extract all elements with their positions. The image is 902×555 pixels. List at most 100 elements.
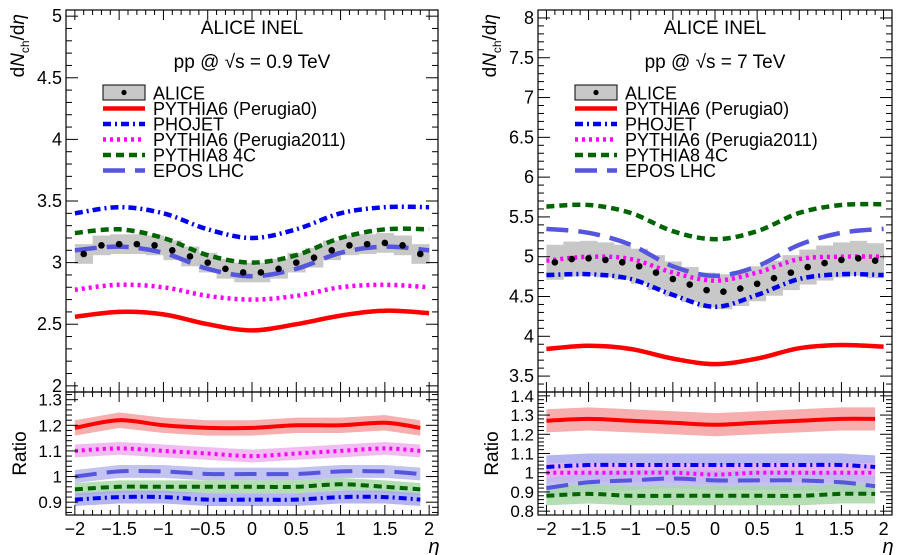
- legend-item: PYTHIA6 (Perugia0): [575, 99, 789, 119]
- alice-data-point: [854, 254, 862, 262]
- alice-data-point: [363, 240, 371, 248]
- header-title: ALICE INEL: [201, 18, 303, 39]
- alice-data-point: [80, 250, 88, 258]
- ratio-band: [74, 412, 421, 436]
- x-axis-label: η: [882, 536, 893, 555]
- ratio-y-tick-label: 0.8: [510, 502, 534, 521]
- x-tick-label: 0.5: [745, 519, 770, 539]
- alice-data-point: [151, 242, 158, 249]
- alice-data-point: [292, 259, 300, 266]
- ratio-curve-pythia6-perugia2011-: [546, 470, 876, 477]
- model-curve-pythia6-perugia2011-: [74, 282, 430, 302]
- y-tick-label: 2: [52, 376, 62, 396]
- x-tick-label: −2: [65, 519, 86, 539]
- ratio-curve-pythia6-perugia0-: [74, 418, 421, 431]
- alice-data-point: [871, 257, 879, 264]
- x-tick-label: −2: [536, 519, 557, 539]
- alice-data-point: [703, 286, 710, 294]
- ratio-curve-phojet: [546, 462, 876, 469]
- x-tick-label: 0.5: [284, 519, 309, 539]
- legend-label: PHOJET: [153, 115, 224, 135]
- y-tick-label: 5: [52, 6, 62, 26]
- model-curve-pythia8-4c: [546, 201, 884, 242]
- x-tick-label: −1: [153, 519, 174, 539]
- y-tick-label: 4: [52, 129, 62, 149]
- alice-data-point: [770, 274, 778, 282]
- x-tick-label: −0.5: [655, 519, 691, 539]
- legend-label: PYTHIA6 (Perugia0): [153, 99, 317, 119]
- legend-label: PYTHIA8 4C: [153, 146, 256, 166]
- x-tick-label: −1.5: [571, 519, 607, 539]
- alice-data-point: [239, 269, 247, 276]
- ratio-curve-epos-lhc: [546, 476, 876, 491]
- legend-item: ALICE: [574, 84, 677, 104]
- alice-data-point: [168, 246, 176, 254]
- legend-label: PYTHIA6 (Perugia2011): [153, 130, 346, 150]
- model-curve-pythia6-perugia2011-: [546, 254, 884, 283]
- legend-label: ALICE: [625, 84, 677, 104]
- alice-data-point: [133, 240, 141, 248]
- y-tick-label: 3.5: [37, 191, 62, 211]
- x-tick-label: −1: [620, 519, 641, 539]
- ratio-curve-pythia8-4c: [546, 491, 876, 498]
- chart-panel-left: −2 −1.5 −1 −0.5 0 0.5 1 1.5 2η22.533.544.550.911…: [8, 6, 440, 555]
- ratio-y-tick-label: 1.2: [510, 425, 534, 444]
- alice-data-point: [381, 239, 389, 247]
- legend-swatch-marker: [121, 89, 127, 96]
- alice-data-point: [602, 256, 609, 264]
- y-tick-label: 6: [524, 167, 534, 187]
- legend-label: PYTHIA8 4C: [625, 146, 728, 166]
- ratio-y-tick-label: 1: [53, 468, 62, 487]
- alice-data-point: [257, 269, 265, 276]
- x-tick-label: −1.5: [101, 519, 137, 539]
- y-axis-label: dNch/dη: [480, 14, 504, 77]
- alice-data-point: [416, 250, 424, 258]
- x-tick-label: 0: [247, 519, 257, 539]
- ratio-curve-pythia6-perugia2011-: [74, 446, 421, 459]
- y-axis-label: dNch/dη: [8, 14, 32, 77]
- legend-item: PYTHIA8 4C: [103, 146, 256, 166]
- model-curve-phojet: [546, 271, 884, 310]
- model-curve-pythia6-perugia0-: [74, 308, 430, 333]
- alice-data-point: [669, 275, 677, 283]
- y-tick-label: 5.5: [509, 207, 534, 227]
- ratio-plot-area: [546, 407, 876, 506]
- legend-label: PYTHIA6 (Perugia2011): [625, 130, 818, 150]
- ratio-y-tick-label: 1.2: [38, 416, 62, 435]
- ratio-band: [74, 490, 421, 507]
- ratio-y-tick-label: 1.1: [38, 442, 62, 461]
- x-tick-label: 2: [879, 519, 889, 539]
- ratio-y-tick-label: 1.3: [510, 406, 534, 425]
- alice-data-point: [568, 255, 576, 263]
- alice-data-point: [720, 288, 727, 296]
- alice-data-point: [551, 258, 559, 266]
- alice-data-point: [804, 263, 812, 271]
- y-tick-label: 2.5: [37, 314, 62, 334]
- header-energy: pp @ √s = 0.9 TeV: [174, 52, 331, 73]
- x-axis-label: η: [428, 536, 439, 555]
- alice-data-point: [686, 281, 694, 288]
- alice-data-point: [275, 265, 282, 273]
- alice-data-point: [98, 242, 105, 249]
- y-tick-label: 7.5: [509, 48, 534, 68]
- ratio-curve-epos-lhc: [74, 468, 421, 479]
- legend-item: PYTHIA6 (Perugia2011): [103, 130, 346, 150]
- ratio-band: [546, 484, 876, 506]
- model-curve-epos-lhc: [74, 244, 430, 279]
- alice-data-point: [115, 240, 123, 248]
- alice-data-point: [310, 254, 318, 261]
- alice-data-point: [838, 256, 845, 264]
- legend-item: PYTHIA8 4C: [575, 146, 728, 166]
- y-tick-label: 4.5: [509, 287, 534, 307]
- ratio-y-tick-label: 1: [525, 464, 534, 483]
- x-tick-label: 0: [710, 519, 720, 539]
- top-plot-area: [546, 201, 885, 367]
- ratio-curve-pythia6-perugia0-: [546, 416, 876, 427]
- legend-label: PHOJET: [625, 115, 696, 135]
- alice-data-point: [585, 254, 592, 262]
- ratio-y-tick-label: 1.3: [38, 391, 62, 410]
- legend-item: PHOJET: [575, 115, 696, 135]
- y-tick-label: 4.5: [37, 68, 62, 88]
